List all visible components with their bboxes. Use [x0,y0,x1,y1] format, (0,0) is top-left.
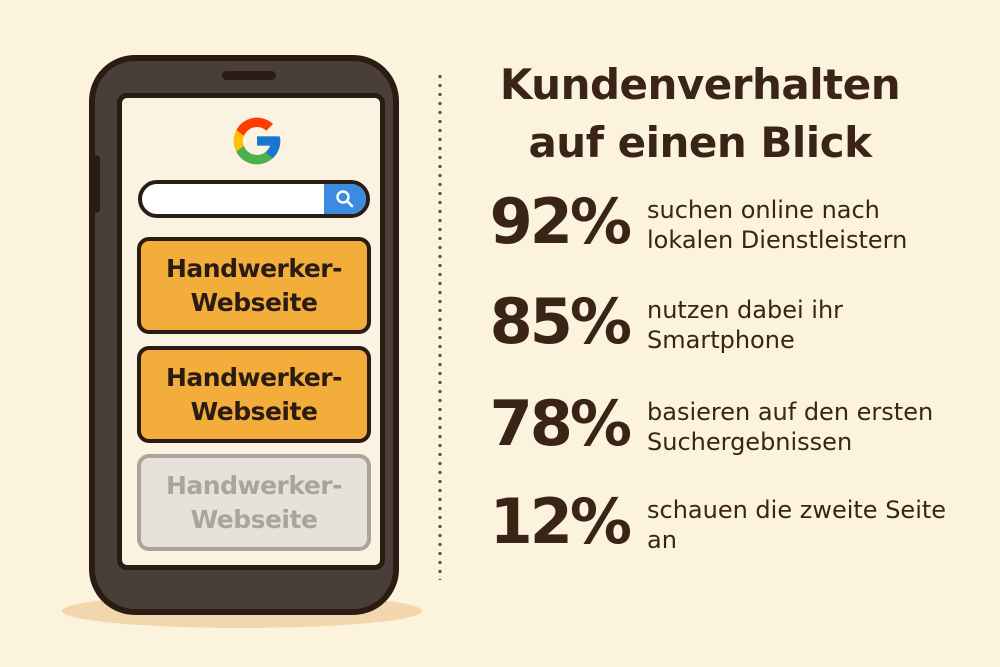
stat-description-line2: Suchergebnissen [647,428,853,456]
stat-description-line2: lokalen Dienstleistern [647,226,908,254]
title-line2: auf einen Blick [528,118,872,167]
stat-description: suchen online nach lokalen Dienstleister… [647,195,967,255]
result-title-line2: Webseite [190,504,318,534]
stat-description: nutzen dabei ihr Smartphone [647,295,967,355]
result-title-line2: Webseite [190,287,318,317]
stat-description-line2: an [647,526,677,554]
google-logo-icon [233,117,281,165]
stat-percentage: 78% [489,387,632,460]
stat-item: 78% basieren auf den ersten Suchergebnis… [484,380,974,470]
stat-description: schauen die zweite Seite an [647,495,967,555]
title-line1: Kundenverhalten [499,60,901,109]
search-result-1[interactable]: Handwerker- Webseite [137,237,371,334]
phone-speaker [222,71,276,80]
dotted-divider [438,72,442,580]
stat-description-line2: Smartphone [647,326,795,354]
stat-description: basieren auf den ersten Suchergebnissen [647,397,967,457]
magnifier-icon [336,190,354,208]
result-title-line1: Handwerker- [166,253,342,283]
search-result-3-faded[interactable]: Handwerker- Webseite [137,454,371,551]
search-input[interactable] [138,180,370,218]
phone-side-button [92,155,100,213]
stat-item: 92% suchen online nach lokalen Dienstlei… [484,178,974,268]
stat-description-line1: suchen online nach [647,196,880,224]
result-title-line2: Webseite [190,396,318,426]
stat-description-line1: nutzen dabei ihr [647,296,844,324]
stat-description-line1: schauen die zweite Seite [647,496,947,524]
stat-description-line1: basieren auf den ersten [647,398,934,426]
result-title-line1: Handwerker- [166,470,342,500]
search-button[interactable] [324,184,366,214]
stat-percentage: 85% [489,285,632,358]
stat-item: 12% schauen die zweite Seite an [484,478,974,568]
page-title: Kundenverhalten auf einen Blick [470,56,930,172]
stat-percentage: 92% [489,185,632,258]
result-title-line1: Handwerker- [166,362,342,392]
search-result-2[interactable]: Handwerker- Webseite [137,346,371,443]
stat-item: 85% nutzen dabei ihr Smartphone [484,278,974,368]
stat-percentage: 12% [489,485,632,558]
